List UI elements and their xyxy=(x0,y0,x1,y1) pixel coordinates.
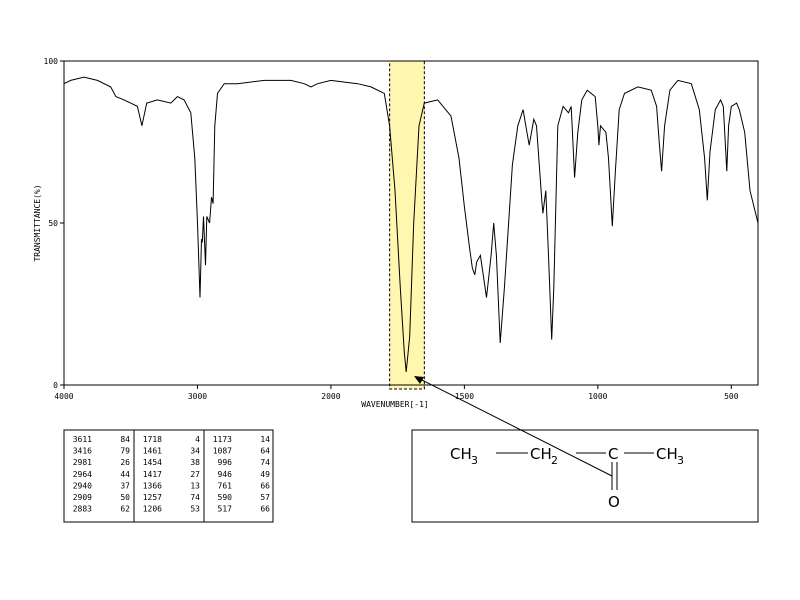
peak-wavenumber: 2981 xyxy=(73,458,92,467)
structure-group: CH xyxy=(450,445,472,463)
structure-group: C xyxy=(608,445,618,463)
peak-wavenumber: 946 xyxy=(218,470,233,479)
peak-wavenumber: 1417 xyxy=(143,470,162,479)
y-tick-label: 50 xyxy=(48,219,58,228)
peak-transmittance: 34 xyxy=(190,447,200,456)
peak-wavenumber: 996 xyxy=(218,458,233,467)
peak-transmittance: 62 xyxy=(120,505,130,514)
peak-transmittance: 50 xyxy=(120,493,130,502)
peak-transmittance: 4 xyxy=(195,435,200,444)
peak-transmittance: 26 xyxy=(120,458,130,467)
peak-transmittance: 49 xyxy=(260,470,270,479)
peak-transmittance: 13 xyxy=(190,481,200,490)
peak-wavenumber: 2940 xyxy=(73,481,92,490)
peak-transmittance: 53 xyxy=(190,505,200,514)
x-tick-label: 500 xyxy=(724,392,739,401)
x-tick-label: 3000 xyxy=(188,392,207,401)
peak-transmittance: 74 xyxy=(190,493,200,502)
peak-transmittance: 38 xyxy=(190,458,200,467)
peak-wavenumber: 590 xyxy=(218,493,233,502)
y-tick-label: 100 xyxy=(44,57,59,66)
peak-transmittance: 37 xyxy=(120,481,130,490)
highlight-band xyxy=(389,60,425,390)
peak-transmittance: 57 xyxy=(260,493,270,502)
peak-wavenumber: 517 xyxy=(218,505,233,514)
x-axis-label: WAVENUMBER[-1] xyxy=(361,400,428,409)
peak-transmittance: 84 xyxy=(120,435,130,444)
structure-group: CH xyxy=(530,445,552,463)
arrow-head xyxy=(414,376,424,384)
peak-wavenumber: 2883 xyxy=(73,505,92,514)
peak-wavenumber: 2909 xyxy=(73,493,92,502)
peak-wavenumber: 1257 xyxy=(143,493,162,502)
peak-wavenumber: 1454 xyxy=(143,458,162,467)
peak-transmittance: 66 xyxy=(260,505,270,514)
y-tick-label: 0 xyxy=(53,381,58,390)
peak-wavenumber: 761 xyxy=(218,481,233,490)
x-tick-label: 1500 xyxy=(455,392,474,401)
peak-transmittance: 74 xyxy=(260,458,270,467)
peak-transmittance: 14 xyxy=(260,435,270,444)
peak-wavenumber: 1366 xyxy=(143,481,162,490)
structure-oxygen: O xyxy=(608,493,620,511)
peak-wavenumber: 1173 xyxy=(213,435,232,444)
x-tick-label: 2000 xyxy=(321,392,340,401)
peak-transmittance: 64 xyxy=(260,447,270,456)
structure-subscript: 3 xyxy=(677,454,684,467)
peak-transmittance: 66 xyxy=(260,481,270,490)
peak-table-box xyxy=(63,429,274,523)
structure-box xyxy=(411,429,759,523)
peak-wavenumber: 1718 xyxy=(143,435,162,444)
spectrum-line xyxy=(63,76,759,373)
peak-wavenumber: 1087 xyxy=(213,447,232,456)
x-tick-label: 1000 xyxy=(588,392,607,401)
arrow xyxy=(417,377,613,477)
peak-wavenumber: 3611 xyxy=(73,435,92,444)
peak-transmittance: 44 xyxy=(120,470,130,479)
structure-subscript: 2 xyxy=(551,454,558,467)
structure-group: CH xyxy=(656,445,678,463)
peak-wavenumber: 1206 xyxy=(143,505,162,514)
peak-transmittance: 79 xyxy=(120,447,130,456)
structure-subscript: 3 xyxy=(471,454,478,467)
peak-wavenumber: 3416 xyxy=(73,447,92,456)
peak-transmittance: 27 xyxy=(190,470,200,479)
peak-wavenumber: 1461 xyxy=(143,447,162,456)
y-axis-label: TRANSMITTANCE(%) xyxy=(33,184,42,261)
x-tick-label: 4000 xyxy=(54,392,73,401)
peak-wavenumber: 2964 xyxy=(73,470,92,479)
